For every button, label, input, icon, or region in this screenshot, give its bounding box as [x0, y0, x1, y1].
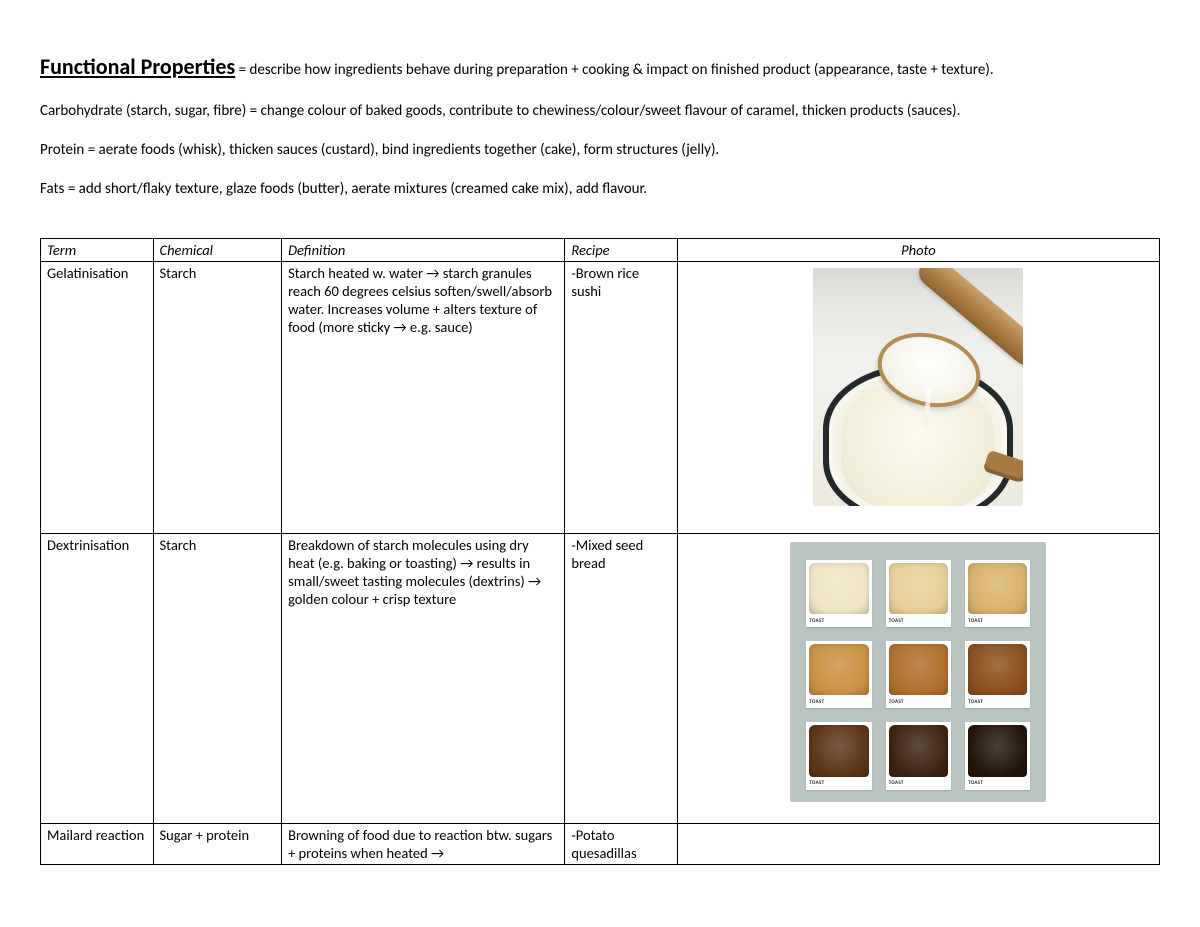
cell-term: Dextrinisation: [41, 533, 154, 823]
toast-chip: [968, 644, 1027, 695]
heading-rest: = describe how ingredients behave during…: [235, 61, 993, 79]
toast-chip: [968, 563, 1027, 614]
cell-chem: Sugar + protein: [153, 823, 282, 864]
col-head-term: Term: [41, 238, 154, 261]
cell-chem: Starch: [153, 533, 282, 823]
toast-grid: TOAST TOAST TOAST TOAST TOAST TOAST TOAST TOAST…: [806, 560, 1030, 790]
cell-recipe: -Potato quesadillas: [565, 823, 678, 864]
toast-chip: [889, 725, 948, 776]
toast-swatch: TOAST: [886, 641, 951, 708]
toast-swatch-label: TOAST: [886, 777, 951, 790]
cell-def: Breakdown of starch molecules using dry …: [282, 533, 565, 823]
toast-swatch: TOAST: [886, 560, 951, 627]
table-row: Dextrinisation Starch Breakdown of starc…: [41, 533, 1160, 823]
toast-swatch: TOAST: [965, 560, 1030, 627]
col-head-def: Definition: [282, 238, 565, 261]
toast-swatch: TOAST: [965, 722, 1030, 789]
table-header-row: Term Chemical Definition Recipe Photo: [41, 238, 1160, 261]
toast-chip: [809, 725, 868, 776]
toast-swatch: TOAST: [806, 641, 871, 708]
toast-swatch-label: TOAST: [965, 614, 1030, 627]
toast-swatch: TOAST: [886, 722, 951, 789]
document-page: Functional Properties = describe how ing…: [0, 0, 1200, 927]
heading-line: Functional Properties = describe how ing…: [40, 52, 1160, 83]
cell-def: Starch heated w. water → starch granules…: [282, 261, 565, 533]
table-row: Gelatinisation Starch Starch heated w. w…: [41, 261, 1160, 533]
page-title: Functional Properties: [40, 53, 235, 80]
col-head-chem: Chemical: [153, 238, 282, 261]
toast-chip: [968, 725, 1027, 776]
toast-swatch-label: TOAST: [886, 695, 951, 708]
toast-swatch-label: TOAST: [806, 695, 871, 708]
col-head-photo: Photo: [677, 238, 1159, 261]
toast-swatch-label: TOAST: [806, 614, 871, 627]
table-row: Mailard reaction Sugar + protein Brownin…: [41, 823, 1160, 864]
toast-swatch-label: TOAST: [886, 614, 951, 627]
photo-toast-grid: TOAST TOAST TOAST TOAST TOAST TOAST TOAST TOAST…: [790, 542, 1046, 802]
photo-sauce-spoon: [813, 268, 1023, 506]
intro-line-1: Carbohydrate (starch, sugar, fibre) = ch…: [40, 101, 1160, 122]
cell-photo: TOAST TOAST TOAST TOAST TOAST TOAST TOAST TOAST…: [677, 533, 1159, 823]
cell-term: Gelatinisation: [41, 261, 154, 533]
toast-swatch-label: TOAST: [965, 777, 1030, 790]
toast-swatch: TOAST: [965, 641, 1030, 708]
cell-def: Browning of food due to reaction btw. su…: [282, 823, 565, 864]
cell-photo: [677, 261, 1159, 533]
toast-chip: [809, 563, 868, 614]
cell-chem: Starch: [153, 261, 282, 533]
cell-recipe: -Brown rice sushi: [565, 261, 678, 533]
cell-term: Mailard reaction: [41, 823, 154, 864]
toast-chip: [809, 644, 868, 695]
toast-swatch: TOAST: [806, 722, 871, 789]
col-head-recipe: Recipe: [565, 238, 678, 261]
toast-swatch: TOAST: [806, 560, 871, 627]
toast-chip: [889, 563, 948, 614]
toast-chip: [889, 644, 948, 695]
toast-swatch-label: TOAST: [806, 777, 871, 790]
intro-line-3: Fats = add short/flaky texture, glaze fo…: [40, 179, 1160, 200]
cell-photo: [677, 823, 1159, 864]
intro-line-2: Protein = aerate foods (whisk), thicken …: [40, 140, 1160, 161]
cell-recipe: -Mixed seed bread: [565, 533, 678, 823]
toast-swatch-label: TOAST: [965, 695, 1030, 708]
properties-table: Term Chemical Definition Recipe Photo Ge…: [40, 238, 1160, 865]
